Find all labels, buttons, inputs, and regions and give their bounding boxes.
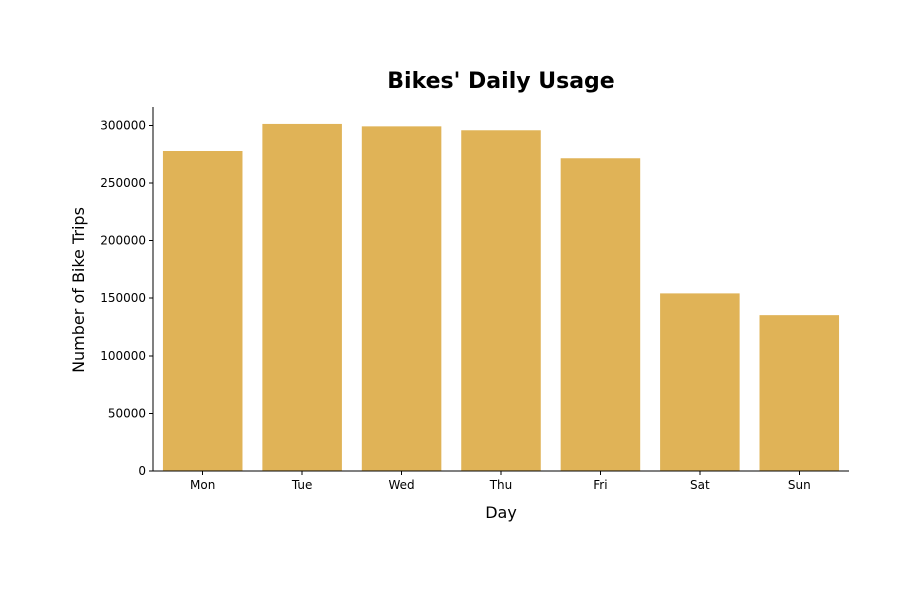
y-axis-ticks: 0 50000 100000 150000 200000 250000 300000 — [100, 118, 153, 478]
y-tick-label: 300000 — [100, 118, 146, 132]
y-tick-label: 50000 — [108, 406, 146, 420]
x-tick-label: Sat — [690, 478, 710, 492]
x-tick-label: Fri — [593, 478, 607, 492]
x-tick-label: Mon — [190, 478, 215, 492]
y-tick-label: 100000 — [100, 349, 146, 363]
x-tick-label: Sun — [788, 478, 811, 492]
bar-mon — [162, 151, 243, 471]
x-axis-ticks: Mon Tue Wed Thu Fri Sat Sun — [190, 471, 811, 492]
x-tick-label: Tue — [291, 478, 313, 492]
x-axis-label: Day — [485, 503, 517, 522]
y-tick-label: 150000 — [100, 291, 146, 305]
y-tick-label: 250000 — [100, 176, 146, 190]
y-tick-label: 0 — [138, 464, 146, 478]
x-tick-label: Thu — [489, 478, 513, 492]
chart-title: Bikes' Daily Usage — [387, 69, 614, 94]
bar-tue — [262, 123, 342, 472]
bar-fri — [560, 158, 641, 471]
bar-thu — [461, 130, 541, 471]
bars-group — [162, 123, 840, 472]
bar-sat — [660, 293, 740, 471]
y-tick-label: 200000 — [100, 234, 146, 248]
bar-sun — [759, 315, 840, 471]
y-axis-label: Number of Bike Trips — [69, 207, 88, 373]
x-tick-label: Wed — [388, 478, 414, 492]
bar-wed — [361, 126, 442, 471]
